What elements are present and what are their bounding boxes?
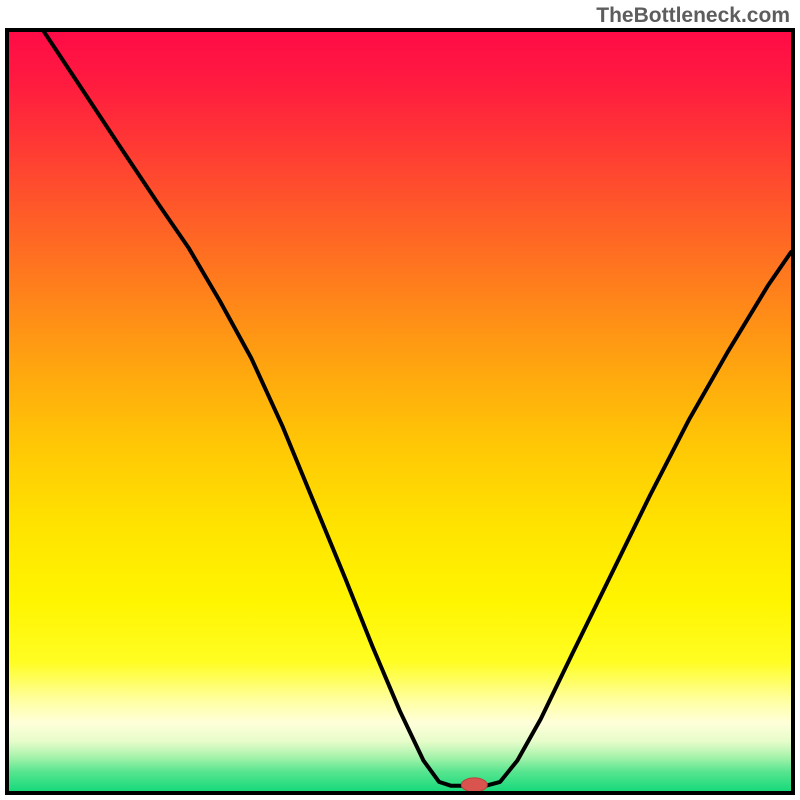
chart-frame — [5, 28, 795, 795]
bottleneck-chart — [9, 32, 791, 791]
optimal-marker — [461, 778, 487, 791]
chart-background — [9, 32, 791, 791]
watermark-text: TheBottleneck.com — [596, 4, 790, 28]
